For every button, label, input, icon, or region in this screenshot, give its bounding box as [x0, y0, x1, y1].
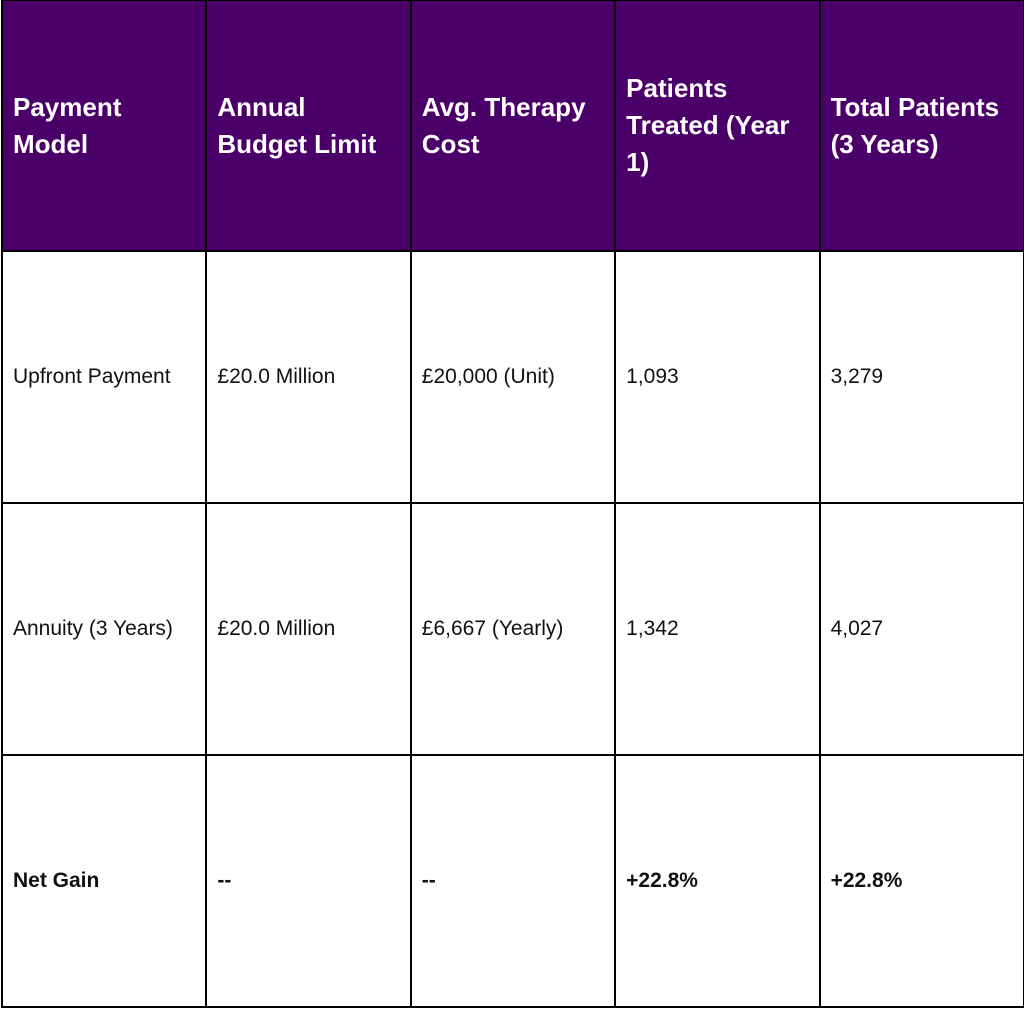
- header-row: Payment Model Annual Budget Limit Avg. T…: [0, 0, 1024, 252]
- table-cell: £20.0 Million: [205, 250, 412, 504]
- table-cell: 1,342: [614, 502, 821, 756]
- table-cell: --: [205, 754, 412, 1008]
- table-row-annuity: Annuity (3 Years) £20.0 Million £6,667 (…: [0, 502, 1024, 756]
- header-annual-budget-limit: Annual Budget Limit: [205, 0, 412, 252]
- header-payment-model: Payment Model: [0, 0, 208, 252]
- table-cell: --: [409, 754, 617, 1008]
- table-cell: 4,027: [818, 502, 1024, 756]
- table-cell: +22.8%: [614, 754, 821, 1008]
- header-patients-treated-year-1: Patients Treated (Year 1): [614, 0, 821, 252]
- table-cell: £20,000 (Unit): [409, 250, 617, 504]
- table-cell: £6,667 (Yearly): [409, 502, 617, 756]
- table-row-upfront-payment: Upfront Payment £20.0 Million £20,000 (U…: [0, 250, 1024, 504]
- table-cell: Net Gain: [0, 754, 208, 1008]
- table-cell: 3,279: [818, 250, 1024, 504]
- table-cell: Upfront Payment: [0, 250, 208, 504]
- table-cell: £20.0 Million: [205, 502, 412, 756]
- header-avg-therapy-cost: Avg. Therapy Cost: [409, 0, 617, 252]
- table-cell: Annuity (3 Years): [0, 502, 208, 756]
- header-total-patients-3-years: Total Patients (3 Years): [818, 0, 1024, 252]
- table-cell: 1,093: [614, 250, 821, 504]
- table-row-net-gain: Net Gain -- -- +22.8% +22.8%: [0, 754, 1024, 1008]
- table-cell: +22.8%: [818, 754, 1024, 1008]
